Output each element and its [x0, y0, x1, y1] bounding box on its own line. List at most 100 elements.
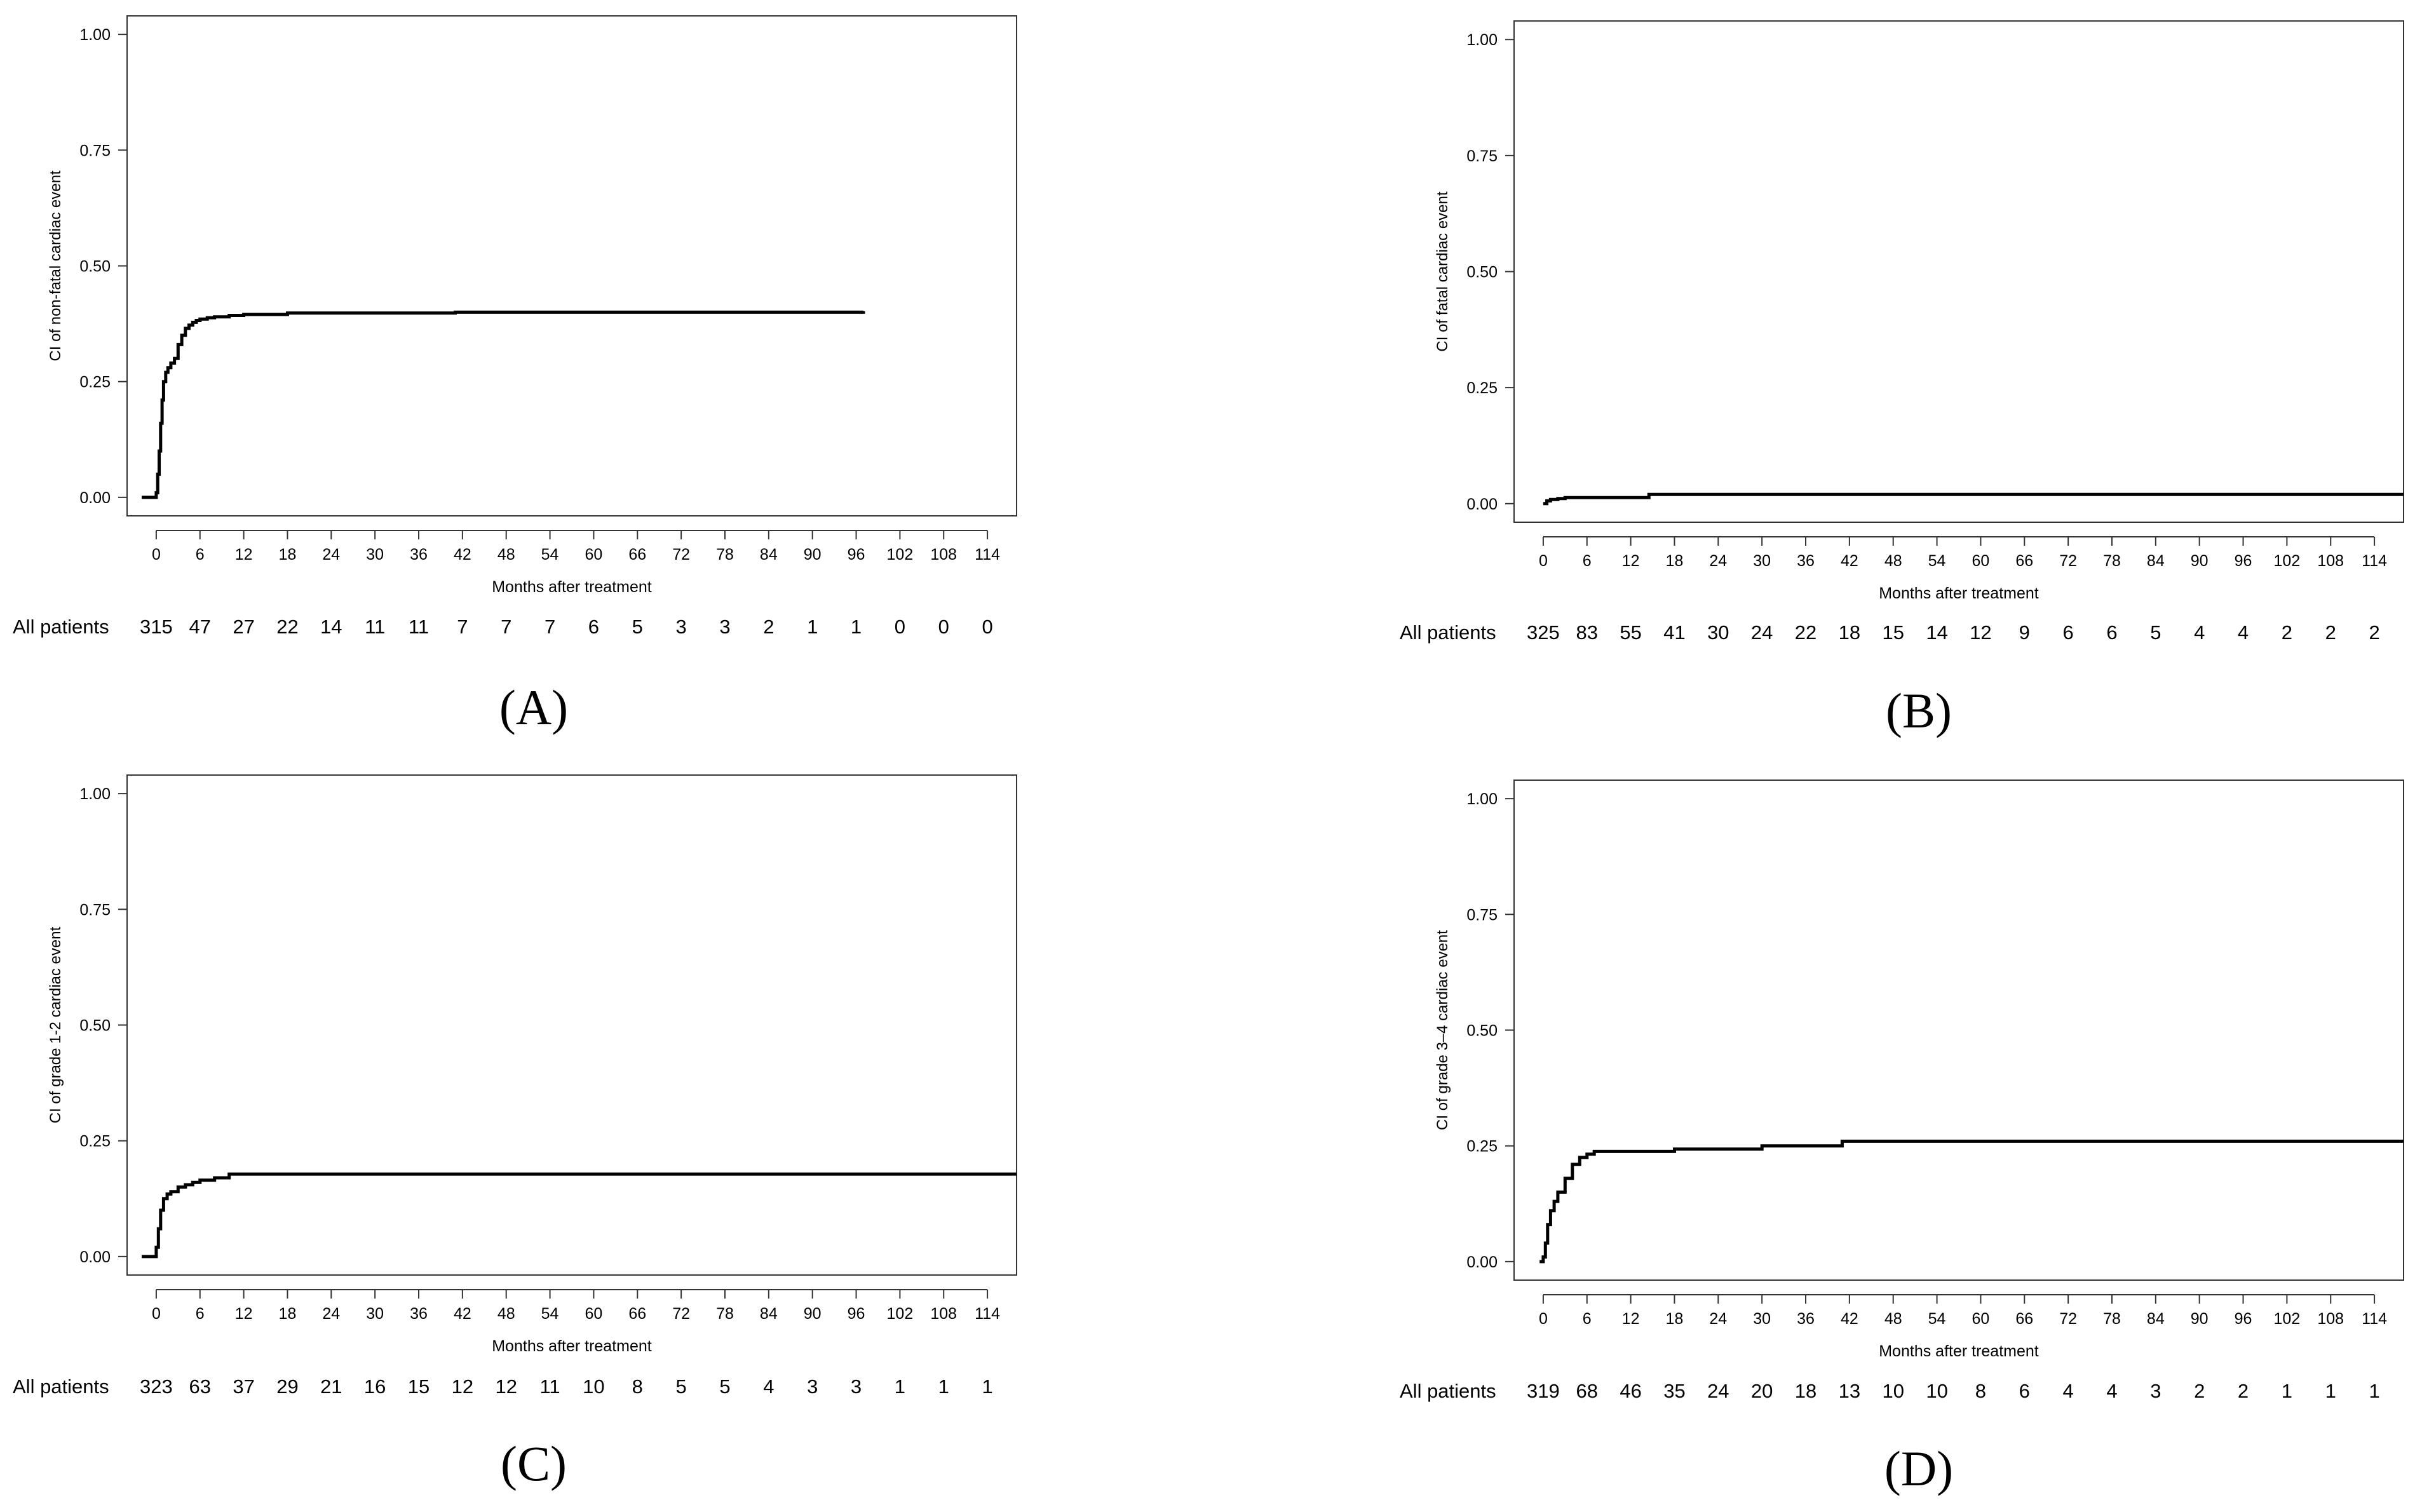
risk-count: 323 [140, 1375, 173, 1398]
x-tick-label: 54 [541, 1305, 559, 1323]
risk-row-label: All patients [13, 1375, 109, 1398]
x-tick-label: 60 [1972, 1310, 1990, 1328]
x-tick-label: 36 [1797, 552, 1815, 570]
risk-count: 12 [1970, 621, 1991, 644]
risk-count: 1 [2282, 1380, 2292, 1402]
risk-count: 1 [2325, 1380, 2336, 1402]
y-tick-label: 0.50 [79, 258, 111, 276]
y-tick-label: 0.50 [1466, 264, 1498, 281]
x-tick-label: 48 [1884, 1310, 1902, 1328]
risk-count: 9 [2019, 621, 2030, 644]
risk-count: 21 [320, 1375, 342, 1398]
risk-count: 7 [545, 616, 555, 638]
risk-count: 10 [583, 1375, 604, 1398]
x-tick-label: 48 [497, 1305, 515, 1323]
y-tick-label: 0.00 [1466, 496, 1498, 513]
risk-count: 46 [1620, 1380, 1641, 1402]
x-tick-label: 84 [760, 546, 778, 564]
y-tick-label: 0.25 [79, 1133, 111, 1151]
risk-count: 16 [364, 1375, 386, 1398]
x-axis-label: Months after treatment [1879, 1342, 2039, 1360]
risk-row-label: All patients [1400, 1380, 1496, 1402]
x-tick-label: 0 [152, 1305, 161, 1323]
y-tick-label: 0.50 [1466, 1022, 1498, 1040]
x-tick-label: 108 [2317, 1310, 2344, 1328]
x-tick-label: 42 [454, 1305, 471, 1323]
x-tick-label: 96 [848, 546, 865, 564]
y-tick-label: 0.75 [79, 901, 111, 919]
risk-count: 2 [2282, 621, 2292, 644]
x-tick-label: 102 [2274, 1310, 2301, 1328]
x-tick-label: 18 [1666, 552, 1684, 570]
x-tick-label: 36 [410, 546, 428, 564]
risk-count: 83 [1576, 621, 1598, 644]
risk-count: 5 [632, 616, 643, 638]
risk-count: 2 [2325, 621, 2336, 644]
x-tick-label: 114 [2362, 1310, 2387, 1328]
x-tick-label: 90 [804, 1305, 822, 1323]
x-tick-label: 78 [2103, 552, 2121, 570]
risk-count: 3 [2150, 1380, 2161, 1402]
y-axis-label: CI of fatal cardiac event [1434, 191, 1451, 351]
risk-count: 68 [1576, 1380, 1598, 1402]
x-tick-label: 114 [975, 1305, 1000, 1323]
risk-count: 55 [1620, 621, 1641, 644]
x-tick-label: 18 [1666, 1310, 1684, 1328]
risk-count: 1 [807, 616, 818, 638]
risk-count: 2 [2369, 621, 2379, 644]
series-line [142, 1172, 1017, 1259]
plot-frame [126, 15, 1017, 516]
risk-count: 315 [140, 616, 173, 638]
x-tick-label: 30 [1753, 552, 1771, 570]
x-tick-label: 6 [1583, 1310, 1592, 1328]
x-tick-label: 24 [322, 546, 340, 564]
x-tick-label: 84 [2147, 552, 2165, 570]
x-tick-label: 30 [366, 546, 384, 564]
y-tick-label: 1.00 [79, 26, 111, 44]
x-tick-label: 42 [454, 546, 471, 564]
risk-count: 27 [233, 616, 254, 638]
risk-count: 4 [763, 1375, 774, 1398]
x-tick-label: 24 [1709, 552, 1727, 570]
x-axis-label: Months after treatment [492, 1337, 652, 1355]
x-axis-label: Months after treatment [1879, 584, 2039, 602]
x-tick-label: 102 [887, 546, 914, 564]
y-tick-label: 0.00 [79, 489, 111, 507]
risk-count: 11 [539, 1375, 560, 1398]
risk-count: 0 [895, 616, 905, 638]
risk-count: 11 [409, 616, 429, 638]
x-tick-label: 12 [235, 1305, 253, 1323]
risk-count: 2 [763, 616, 774, 638]
x-tick-label: 6 [196, 1305, 205, 1323]
risk-count: 35 [1663, 1380, 1685, 1402]
risk-count: 4 [2194, 621, 2205, 644]
x-tick-label: 114 [975, 546, 1000, 564]
x-tick-label: 48 [1884, 552, 1902, 570]
risk-count: 6 [2106, 621, 2117, 644]
series-line [1543, 492, 2404, 506]
risk-count: 3 [851, 1375, 862, 1398]
panel-label: (A) [499, 680, 568, 735]
risk-count: 63 [189, 1375, 211, 1398]
plot-frame [1513, 780, 2404, 1281]
x-tick-label: 108 [930, 546, 957, 564]
risk-count: 6 [2019, 1380, 2030, 1402]
x-tick-label: 108 [930, 1305, 957, 1323]
x-tick-label: 78 [716, 1305, 734, 1323]
x-tick-label: 84 [2147, 1310, 2165, 1328]
risk-count: 4 [2063, 1380, 2074, 1402]
x-tick-label: 60 [585, 1305, 603, 1323]
risk-row-label: All patients [1400, 621, 1496, 644]
x-tick-label: 102 [887, 1305, 914, 1323]
series-line [1539, 1139, 2404, 1264]
x-tick-label: 30 [366, 1305, 384, 1323]
x-tick-label: 36 [1797, 1310, 1815, 1328]
risk-count: 2 [2194, 1380, 2205, 1402]
x-tick-label: 0 [1539, 1310, 1548, 1328]
x-tick-label: 72 [2059, 1310, 2077, 1328]
x-tick-label: 72 [2059, 552, 2077, 570]
risk-count: 13 [1839, 1380, 1860, 1402]
risk-count: 5 [719, 1375, 730, 1398]
y-tick-label: 0.25 [79, 374, 111, 391]
x-tick-label: 78 [2103, 1310, 2121, 1328]
